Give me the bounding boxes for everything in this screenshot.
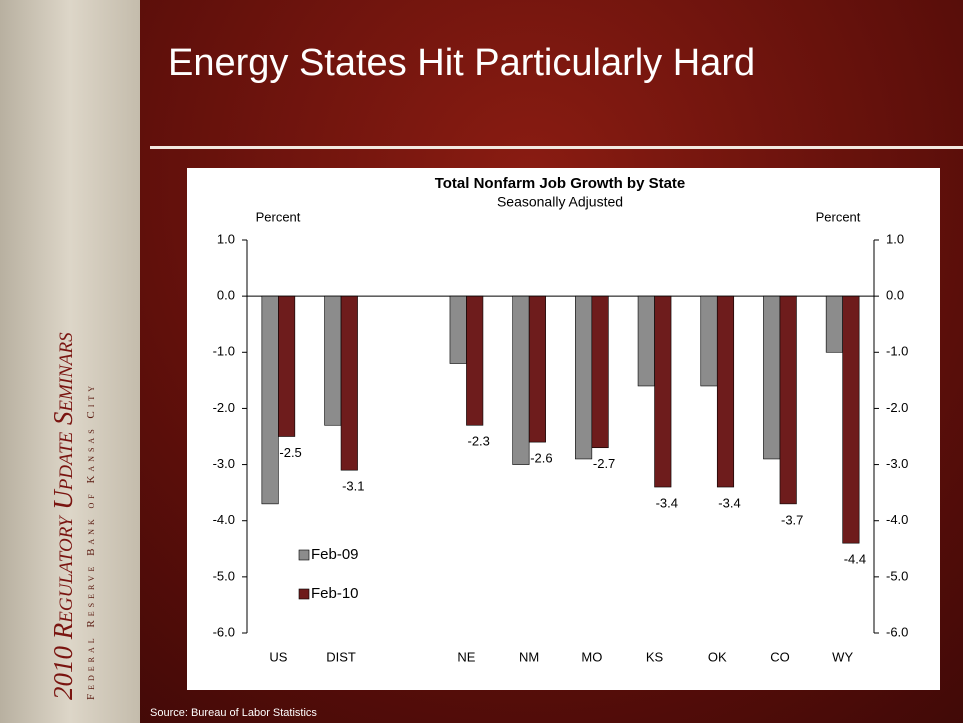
data-label: -3.4 xyxy=(718,495,740,510)
y-tick-label: -6.0 xyxy=(213,624,235,639)
bar xyxy=(261,295,279,505)
x-tick-label: NE xyxy=(457,649,475,664)
y2-tick-label: -5.0 xyxy=(886,568,908,583)
bar xyxy=(575,295,593,460)
bar xyxy=(825,295,843,353)
bar xyxy=(340,295,358,471)
data-label: -3.1 xyxy=(342,479,364,494)
bar xyxy=(700,295,718,387)
data-label: -4.4 xyxy=(844,552,866,567)
y2-tick-label: -3.0 xyxy=(886,456,908,471)
x-tick-label: NM xyxy=(519,649,539,664)
y2-tick-label: -6.0 xyxy=(886,624,908,639)
sidebar-title: 2010 Regulatory Update Seminars xyxy=(48,332,78,700)
chart-subtitle: Seasonally Adjusted xyxy=(497,194,623,210)
sidebar: 2010 Regulatory Update Seminars Federal … xyxy=(0,0,140,723)
bar xyxy=(528,295,546,443)
data-label: -3.7 xyxy=(781,512,803,527)
bar xyxy=(512,295,530,465)
y2-axis-label: Percent xyxy=(816,209,861,224)
y2-tick-label: -4.0 xyxy=(886,512,908,527)
legend-swatch xyxy=(298,588,310,600)
bar xyxy=(449,295,467,364)
x-tick-label: CO xyxy=(770,649,790,664)
y-tick-label: 0.0 xyxy=(217,288,235,303)
chart-panel xyxy=(187,168,940,690)
data-label: -2.7 xyxy=(593,456,615,471)
chart-title: Total Nonfarm Job Growth by State xyxy=(435,175,686,192)
bar xyxy=(716,295,735,488)
y-axis-label: Percent xyxy=(256,209,301,224)
x-tick-label: US xyxy=(269,649,287,664)
data-label: -2.5 xyxy=(279,445,301,460)
y2-tick-label: 1.0 xyxy=(886,231,904,246)
y2-tick-label: 0.0 xyxy=(886,288,904,303)
bar xyxy=(842,295,860,544)
bar xyxy=(466,295,484,426)
data-label: -2.6 xyxy=(530,451,552,466)
y2-tick-label: -2.0 xyxy=(886,400,908,415)
bar xyxy=(278,295,296,437)
legend-swatch xyxy=(298,549,310,561)
bar xyxy=(324,295,342,426)
slide-title: Energy States Hit Particularly Hard xyxy=(168,42,756,84)
legend-label: Feb-10 xyxy=(311,585,359,602)
bar xyxy=(763,295,781,460)
y-tick-label: -1.0 xyxy=(213,344,235,359)
x-tick-label: MO xyxy=(581,649,602,664)
data-label: -3.4 xyxy=(656,495,678,510)
x-tick-label: KS xyxy=(646,649,664,664)
y-tick-label: -5.0 xyxy=(213,568,235,583)
x-tick-label: DIST xyxy=(326,649,356,664)
bar xyxy=(591,295,609,449)
bar xyxy=(637,295,655,387)
legend-label: Feb-09 xyxy=(311,546,359,563)
y-tick-label: -3.0 xyxy=(213,456,235,471)
y-tick-label: -2.0 xyxy=(213,400,235,415)
source: Source: Bureau of Labor Statistics xyxy=(150,707,317,719)
x-tick-label: OK xyxy=(708,649,727,664)
bar xyxy=(654,295,672,488)
x-tick-label: WY xyxy=(832,649,853,664)
y-tick-label: -4.0 xyxy=(213,512,235,527)
y-tick-label: 1.0 xyxy=(217,231,235,246)
sidebar-text: 2010 Regulatory Update Seminars Federal … xyxy=(48,332,97,700)
title-rule xyxy=(150,146,963,149)
sidebar-subtitle: Federal Reserve Bank of Kansas City xyxy=(85,382,97,700)
bar xyxy=(779,295,797,505)
y2-tick-label: -1.0 xyxy=(886,344,908,359)
data-label: -2.3 xyxy=(467,434,489,449)
